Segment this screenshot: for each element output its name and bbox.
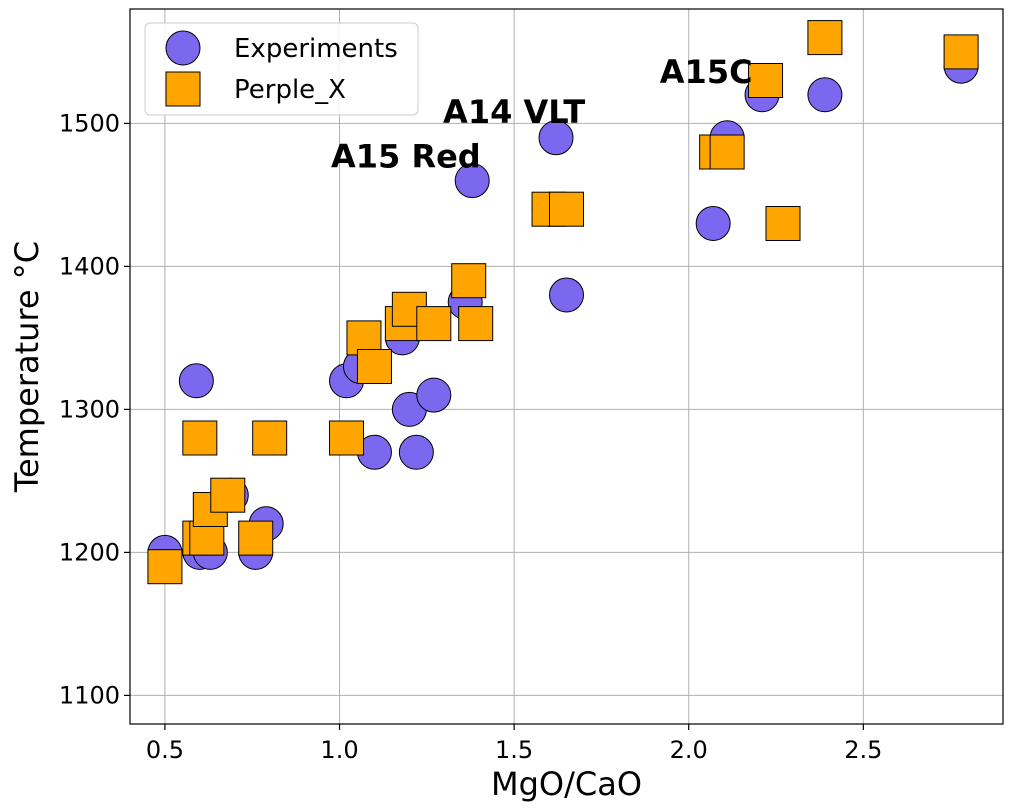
data-series xyxy=(147,20,979,585)
data-point-perple-x xyxy=(458,306,494,342)
series-perple-x xyxy=(147,20,979,585)
annotation-label: A15 Red xyxy=(331,137,481,175)
data-point-experiment xyxy=(416,377,452,413)
legend-label-perple-x: Perple_X xyxy=(234,75,346,105)
y-tick-label: 1400 xyxy=(59,252,120,280)
data-point-experiment xyxy=(398,434,434,470)
data-point-perple-x xyxy=(182,420,218,456)
annotation-label: A14 VLT xyxy=(443,93,585,131)
annotation-label: A15C xyxy=(660,53,753,91)
legend-box xyxy=(144,22,419,116)
data-point-experiment xyxy=(549,277,584,313)
data-point-perple-x xyxy=(549,191,584,227)
data-point-perple-x xyxy=(356,349,392,384)
data-point-experiment xyxy=(695,206,731,241)
x-tick-label: 2.5 xyxy=(844,736,882,764)
y-tick-label: 1500 xyxy=(59,109,120,137)
legend-marker-experiments xyxy=(165,30,201,66)
x-tick-label: 2.0 xyxy=(670,736,708,764)
data-point-perple-x xyxy=(765,206,801,241)
annotations: A14 VLT A15 Red A15C xyxy=(331,53,753,175)
data-point-experiment xyxy=(454,163,490,199)
legend-marker-perple-x xyxy=(165,71,201,107)
x-tick-label: 0.5 xyxy=(146,736,184,764)
data-point-experiment xyxy=(178,363,214,399)
data-point-perple-x xyxy=(147,549,183,585)
data-point-perple-x xyxy=(329,420,365,456)
x-axis-label: MgO/CaO xyxy=(491,765,642,803)
ticks: 0.5 1.0 1.5 2.0 2.5 1100 1200 1300 1400 1500 xyxy=(59,109,882,764)
data-point-perple-x xyxy=(210,477,246,513)
data-point-perple-x xyxy=(748,63,784,98)
data-point-experiment xyxy=(807,77,843,113)
x-tick-label: 1.0 xyxy=(320,736,358,764)
grid xyxy=(130,9,1003,724)
y-tick-label: 1100 xyxy=(59,681,120,709)
data-point-perple-x xyxy=(943,34,979,70)
y-tick-label: 1200 xyxy=(59,538,120,566)
data-point-experiment xyxy=(538,120,574,156)
y-tick-label: 1300 xyxy=(59,395,120,423)
data-point-perple-x xyxy=(416,306,452,342)
legend: Experiments Perple_X xyxy=(144,22,419,116)
data-point-perple-x xyxy=(252,420,288,456)
data-point-perple-x xyxy=(238,520,274,556)
plot-frame xyxy=(129,8,1004,725)
legend-label-experiments: Experiments xyxy=(234,34,398,64)
data-point-perple-x xyxy=(807,20,843,56)
data-point-perple-x xyxy=(451,263,487,299)
x-tick-label: 1.5 xyxy=(495,736,533,764)
data-point-perple-x xyxy=(709,134,745,170)
y-axis-label: Temperature °C xyxy=(8,241,46,493)
